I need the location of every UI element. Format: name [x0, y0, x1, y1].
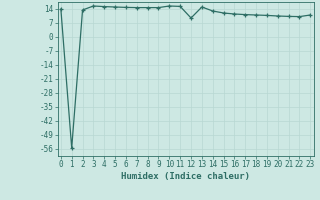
X-axis label: Humidex (Indice chaleur): Humidex (Indice chaleur) [121, 172, 250, 181]
